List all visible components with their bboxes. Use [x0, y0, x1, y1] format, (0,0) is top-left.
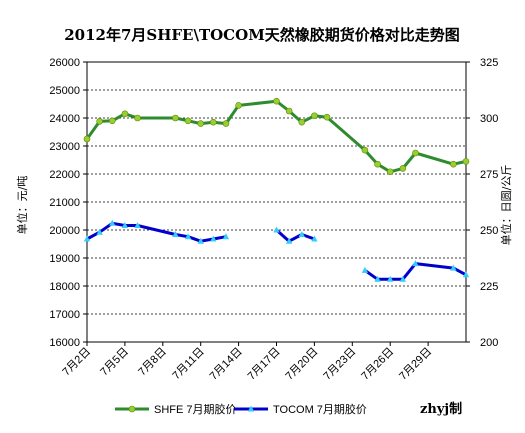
left-tick-label: 23000	[49, 141, 80, 153]
left-tick-label: 26000	[49, 57, 80, 69]
legend: SHFE 7月期胶价 TOCOM 7月期胶价	[115, 402, 367, 416]
chart-title: 2012年7月SHFE\TOCOM天然橡胶期货价格对比走势图	[64, 26, 460, 44]
tocom-point	[361, 266, 369, 273]
shfe-point	[273, 97, 280, 105]
shfe-point	[374, 160, 381, 168]
legend-label-tocom: TOCOM 7月期胶价	[273, 402, 367, 416]
right-tick-label: 250	[480, 225, 498, 237]
left-tick-label: 24000	[49, 113, 80, 125]
left-axis-label: 单位：元/吨	[15, 176, 29, 235]
shfe-point	[399, 165, 407, 172]
x-tick-label: 7月26日	[359, 346, 396, 383]
x-tick-label: 7月23日	[321, 346, 358, 383]
right-tick-label: 325	[480, 57, 498, 69]
tocom-point	[109, 219, 116, 226]
tocom-point	[387, 275, 394, 282]
x-tick-label: 7月14日	[208, 346, 245, 383]
tocom-point	[285, 237, 293, 244]
legend-marker-tocom	[247, 405, 255, 412]
tocom-point	[83, 235, 91, 242]
x-tick-label: 7月2日	[60, 346, 93, 379]
shfe-point	[285, 107, 293, 115]
tocom-line	[86, 221, 227, 243]
shfe-point	[361, 146, 369, 154]
shfe-point	[450, 160, 457, 168]
shfe-point	[412, 149, 419, 157]
left-tick-label: 20000	[49, 225, 80, 237]
legend-item-tocom: TOCOM 7月期胶价	[234, 402, 367, 416]
shfe-point	[121, 110, 129, 118]
x-tick-label: 7月8日	[136, 346, 169, 379]
shfe-point	[462, 158, 470, 165]
tocom-point	[298, 230, 305, 237]
x-tick-label: 7月20日	[283, 346, 320, 383]
right-tick-label: 200	[480, 337, 498, 349]
right-axis-label: 单位：日圆/公斤	[499, 165, 513, 246]
tocom-point	[96, 228, 103, 235]
left-tick-label: 16000	[49, 337, 80, 349]
shfe-point	[197, 120, 204, 127]
left-tick-label: 17000	[49, 309, 80, 321]
tocom-point	[184, 233, 192, 240]
credit-text: zhyj制	[420, 401, 462, 417]
shfe-series	[83, 97, 470, 176]
x-tick-label: 7月5日	[98, 346, 131, 379]
shfe-point	[96, 118, 103, 125]
left-axis: 16000 17000 18000 19000 20000 21000 22000 23000…	[49, 57, 87, 349]
x-tick-label: 7月29日	[397, 346, 434, 383]
tocom-point	[412, 260, 419, 267]
x-axis: 7月2日 7月5日 7月8日 7月11日 7月14日 7月17日 7月20日 7月23日 7月2…	[60, 342, 434, 383]
shfe-point	[210, 118, 217, 126]
shfe-point	[134, 114, 141, 122]
tocom-point	[374, 275, 381, 282]
shfe-point	[386, 168, 394, 176]
shfe-point	[172, 114, 179, 122]
tocom-line	[275, 228, 315, 243]
tocom-point	[134, 222, 141, 229]
tocom-point	[311, 235, 318, 242]
shfe-point	[184, 117, 192, 125]
tocom-point	[210, 235, 217, 242]
tocom-point	[273, 226, 280, 233]
shfe-point	[108, 117, 116, 125]
series-layer	[83, 97, 470, 282]
tocom-point	[222, 233, 230, 240]
left-tick-label: 25000	[49, 85, 80, 97]
shfe-point	[298, 118, 306, 126]
left-tick-label: 22000	[49, 169, 80, 181]
shfe-point	[311, 112, 318, 120]
tocom-series	[83, 219, 470, 282]
tocom-point	[450, 264, 457, 271]
legend-label-shfe: SHFE 7月期胶价	[154, 402, 237, 416]
left-tick-label: 18000	[49, 281, 80, 293]
tocom-point	[172, 230, 179, 237]
legend-marker-shfe	[128, 405, 136, 413]
x-tick-label: 7月11日	[170, 346, 206, 382]
tocom-point	[121, 222, 129, 229]
tocom-point	[197, 237, 204, 244]
shfe-point	[222, 120, 230, 127]
right-tick-label: 300	[480, 113, 498, 125]
tocom-point	[462, 271, 470, 278]
tocom-point	[399, 275, 407, 282]
shfe-point	[323, 113, 331, 121]
shfe-point	[235, 102, 242, 109]
left-tick-label: 21000	[49, 197, 80, 209]
shfe-point	[83, 135, 91, 143]
left-tick-label: 19000	[49, 253, 80, 265]
right-axis: 200 225 250 275 300 325	[466, 57, 498, 349]
legend-item-shfe: SHFE 7月期胶价	[115, 402, 237, 416]
x-tick-label: 7月17日	[246, 346, 283, 383]
right-tick-label: 225	[480, 281, 498, 293]
right-tick-label: 275	[480, 169, 498, 181]
